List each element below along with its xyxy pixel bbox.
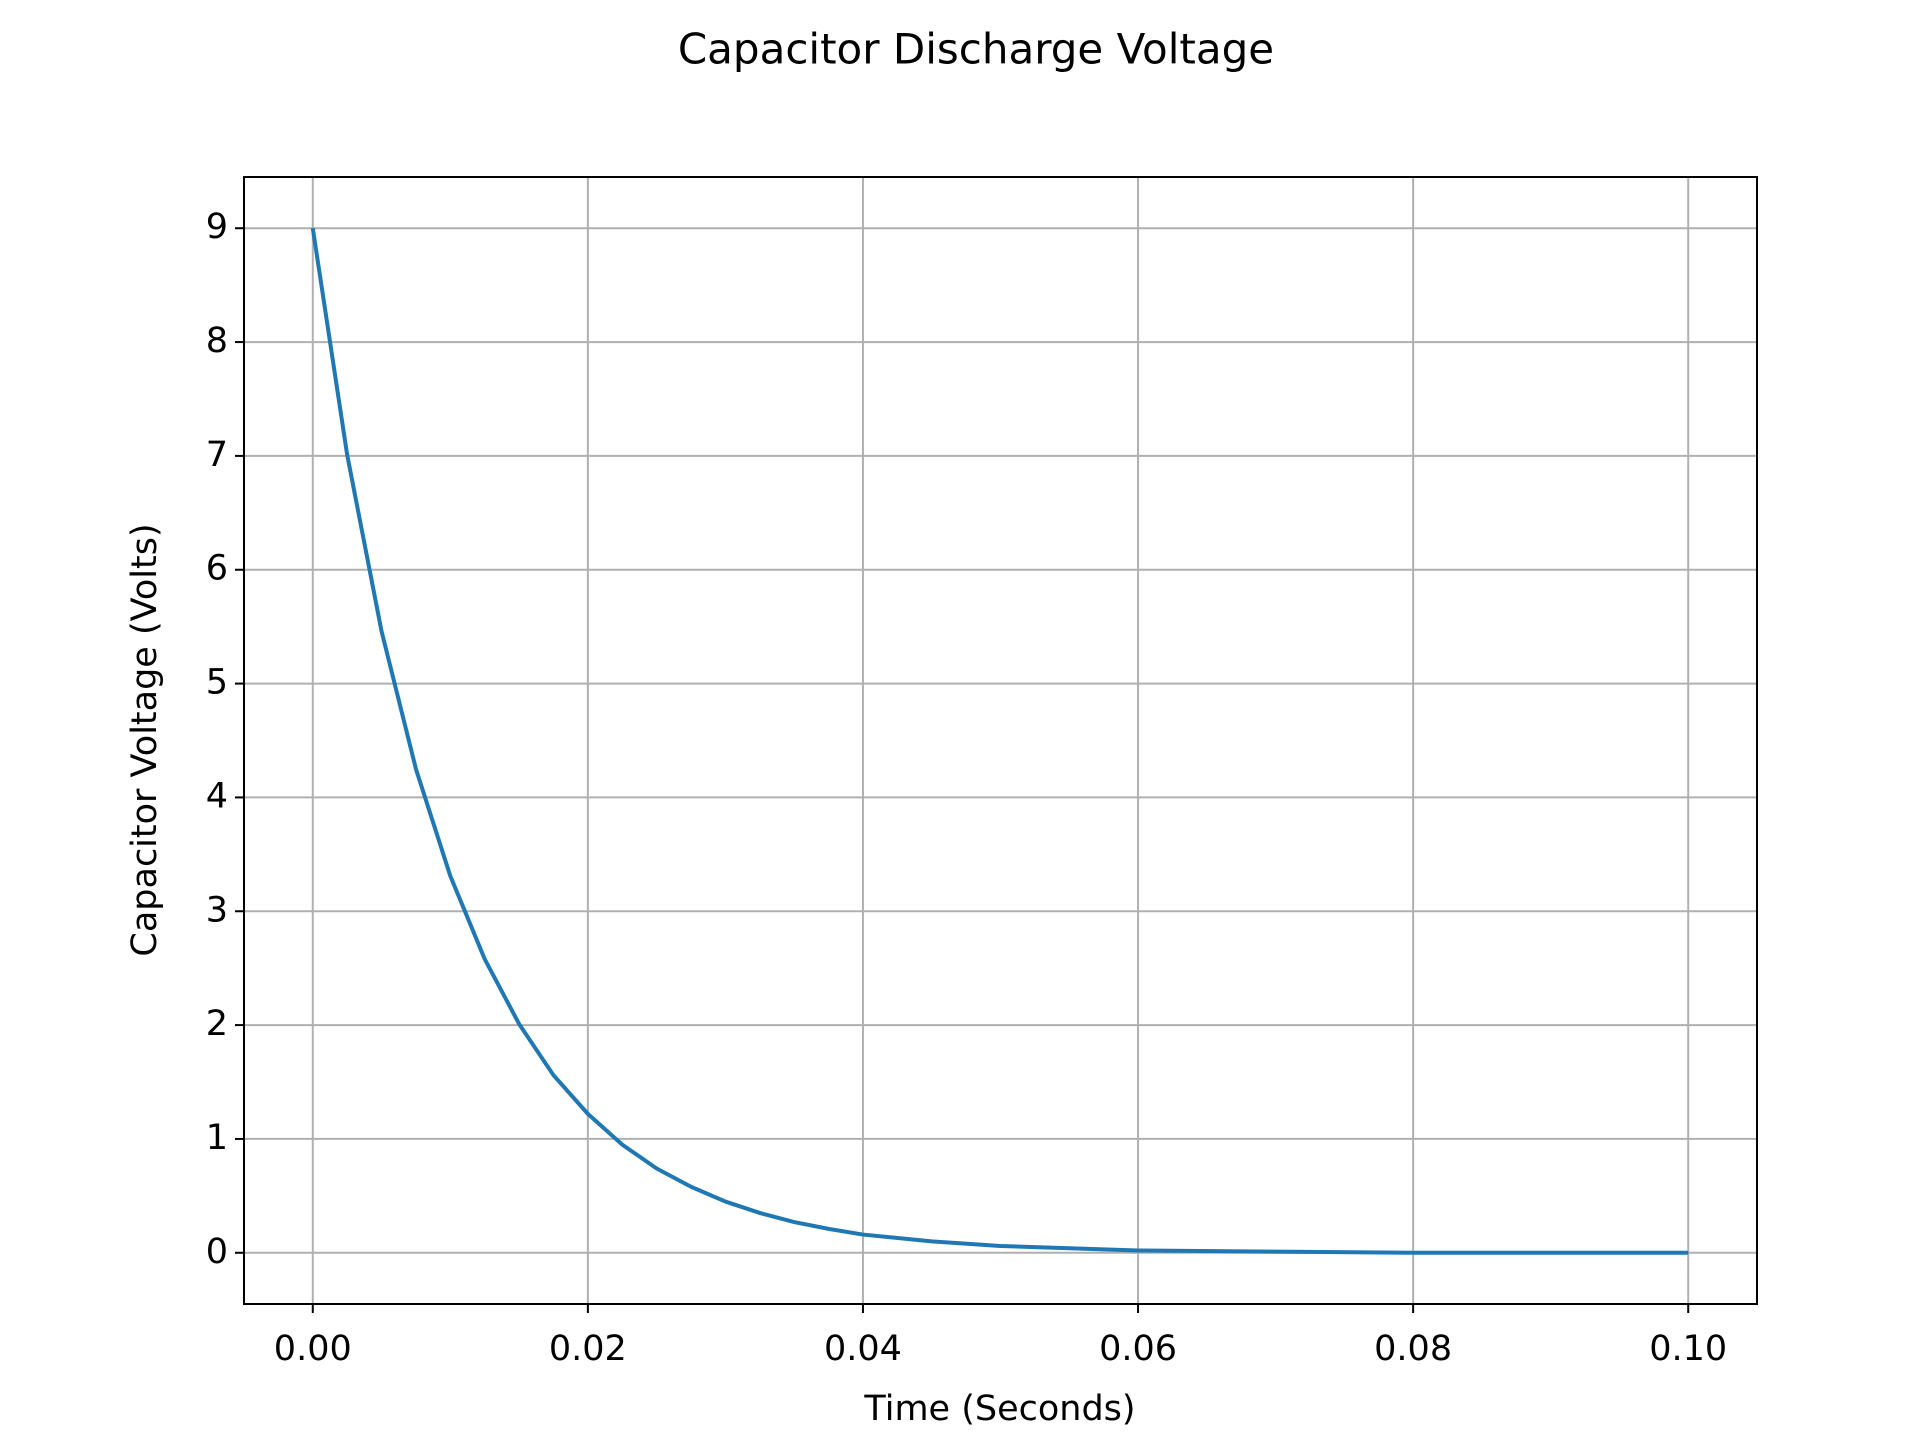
y-tick-label: 8 [206, 321, 228, 361]
y-tick-label: 4 [206, 776, 228, 816]
chart-title: Capacitor Discharge Voltage [678, 25, 1274, 74]
y-tick-label: 0 [206, 1232, 228, 1272]
y-tick-label: 1 [206, 1118, 228, 1158]
y-axis-label: Capacitor Voltage (Volts) [125, 523, 165, 956]
y-tick-label: 9 [206, 207, 228, 247]
x-tick-label: 0.04 [824, 1329, 902, 1369]
plot-frame [243, 176, 1758, 1305]
x-tick-label: 0.02 [549, 1329, 627, 1369]
data-line [310, 227, 1689, 1255]
x-axis-label: Time (Seconds) [863, 1389, 1135, 1429]
x-tick-label: 0.00 [274, 1329, 352, 1369]
x-tick-label: 0.10 [1649, 1329, 1727, 1369]
x-tick-label: 0.06 [1099, 1329, 1177, 1369]
y-tick-label: 6 [206, 549, 228, 589]
y-tick-label: 2 [206, 1004, 228, 1044]
y-tick-label: 3 [206, 890, 228, 930]
y-tick-label: 5 [206, 663, 228, 703]
x-tick-label: 0.08 [1374, 1329, 1452, 1369]
y-tick-label: 7 [206, 435, 228, 475]
